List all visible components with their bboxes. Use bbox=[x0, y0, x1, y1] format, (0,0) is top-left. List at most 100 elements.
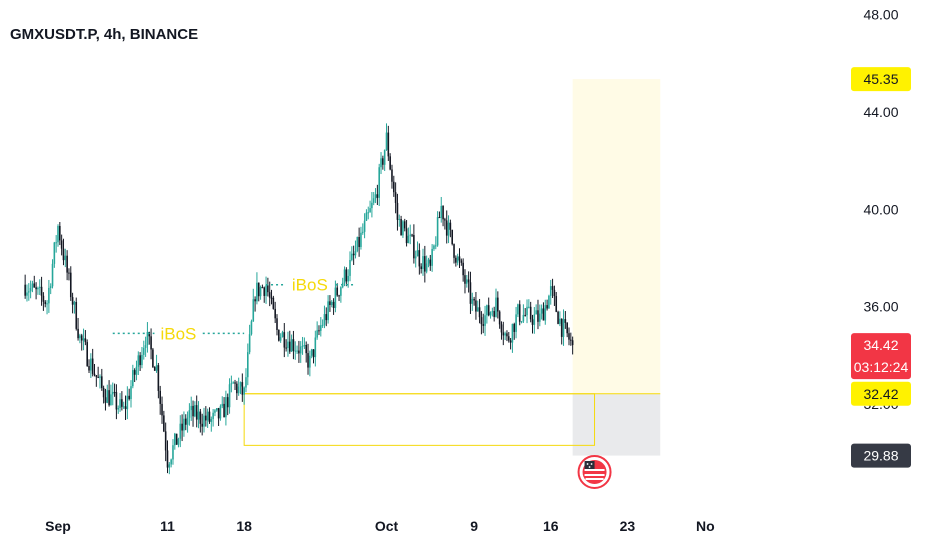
candle-body bbox=[214, 410, 216, 413]
candle-body bbox=[119, 399, 121, 409]
last-price-label: 34.42 03:12:24 bbox=[851, 333, 911, 380]
x-tick-label: 11 bbox=[160, 518, 175, 534]
candle-body bbox=[303, 345, 306, 347]
candle-body bbox=[128, 395, 130, 400]
candle-body bbox=[49, 286, 52, 288]
candle-body bbox=[135, 366, 138, 375]
candle-body bbox=[455, 257, 457, 263]
candle-body bbox=[130, 386, 132, 400]
candle-body bbox=[497, 297, 499, 312]
candle-body bbox=[102, 387, 105, 398]
candle-body bbox=[476, 307, 479, 312]
candle-body bbox=[347, 275, 349, 282]
candle-body bbox=[215, 408, 218, 411]
candle-body bbox=[133, 370, 136, 375]
candle-body bbox=[241, 382, 244, 395]
candle-body bbox=[537, 310, 539, 322]
candle-body bbox=[208, 411, 211, 422]
candle-body bbox=[540, 308, 543, 314]
candle-body bbox=[150, 336, 152, 350]
candle-body bbox=[555, 296, 558, 312]
candle-body bbox=[416, 250, 419, 257]
candle-body bbox=[121, 399, 123, 407]
candle-body bbox=[77, 328, 79, 339]
candle-body bbox=[549, 286, 552, 296]
candle-body bbox=[345, 269, 348, 282]
candle-body bbox=[411, 234, 413, 236]
candle-body bbox=[504, 333, 506, 336]
candle-body bbox=[91, 358, 94, 374]
candle-body bbox=[137, 355, 140, 367]
candle-body bbox=[371, 202, 373, 209]
x-axis[interactable]: Sep 11 18 Oct 9 16 23 No bbox=[45, 518, 715, 534]
candle-body bbox=[69, 272, 72, 298]
candle-body bbox=[296, 350, 298, 352]
us-flag-icon[interactable] bbox=[577, 455, 612, 489]
candle-body bbox=[142, 347, 145, 355]
candle-body bbox=[449, 222, 452, 230]
last-price-value: 34.42 bbox=[863, 337, 898, 353]
candle-body bbox=[409, 234, 412, 236]
candle-body bbox=[440, 205, 443, 218]
candle-body bbox=[117, 408, 120, 410]
candle-body bbox=[267, 285, 269, 293]
candle-body bbox=[152, 349, 154, 368]
candle-body bbox=[571, 340, 574, 346]
candle-body bbox=[343, 269, 346, 283]
candle-body bbox=[254, 299, 256, 302]
candle-body bbox=[425, 263, 428, 272]
candle-body bbox=[393, 181, 395, 193]
candle-body bbox=[172, 445, 174, 460]
candle-body bbox=[122, 406, 125, 408]
candle-body bbox=[236, 383, 238, 394]
ibos-label-2: iBoS bbox=[292, 276, 328, 295]
candle-body bbox=[88, 366, 90, 371]
candle-body bbox=[325, 314, 328, 321]
candle-body bbox=[316, 330, 318, 338]
candle-body bbox=[60, 240, 63, 249]
candle-body bbox=[551, 286, 554, 290]
candle-body bbox=[427, 259, 430, 264]
y-tick-label: 40.00 bbox=[863, 201, 898, 217]
candle-body bbox=[307, 353, 309, 368]
candlestick-series bbox=[24, 123, 574, 475]
candle-body bbox=[354, 251, 357, 256]
candle-body bbox=[199, 411, 202, 424]
candle-body bbox=[40, 286, 43, 296]
candle-body bbox=[518, 304, 521, 322]
candle-body bbox=[221, 403, 224, 407]
candle-body bbox=[332, 301, 335, 308]
candle-body bbox=[68, 272, 70, 274]
candle-body bbox=[305, 345, 307, 354]
candle-body bbox=[186, 417, 189, 425]
candle-body bbox=[256, 282, 258, 302]
candle-body bbox=[217, 408, 220, 419]
candle-body bbox=[228, 384, 231, 408]
candle-body bbox=[515, 314, 517, 332]
candle-body bbox=[546, 305, 548, 309]
candle-body bbox=[489, 312, 492, 316]
y-tick-label: 44.00 bbox=[863, 104, 898, 120]
candle-body bbox=[210, 419, 213, 422]
candle-body bbox=[500, 324, 503, 333]
candle-body bbox=[175, 433, 178, 445]
candle-body bbox=[336, 287, 339, 296]
candle-body bbox=[225, 397, 227, 418]
candle-body bbox=[252, 299, 255, 322]
candle-body bbox=[372, 198, 375, 203]
candle-body bbox=[292, 339, 295, 351]
x-tick-label: Sep bbox=[45, 518, 71, 534]
candle-body bbox=[170, 459, 172, 465]
candle-body bbox=[290, 339, 293, 352]
candle-body bbox=[312, 349, 315, 358]
candle-body bbox=[464, 275, 466, 284]
ibos-label-bg-1 bbox=[154, 323, 203, 344]
candle-body bbox=[28, 291, 30, 293]
x-tick-label: 18 bbox=[236, 518, 252, 534]
candle-body bbox=[113, 391, 116, 393]
candle-body bbox=[93, 373, 96, 376]
candle-body bbox=[542, 308, 545, 321]
candle-body bbox=[369, 208, 371, 213]
candle-body bbox=[418, 250, 421, 267]
